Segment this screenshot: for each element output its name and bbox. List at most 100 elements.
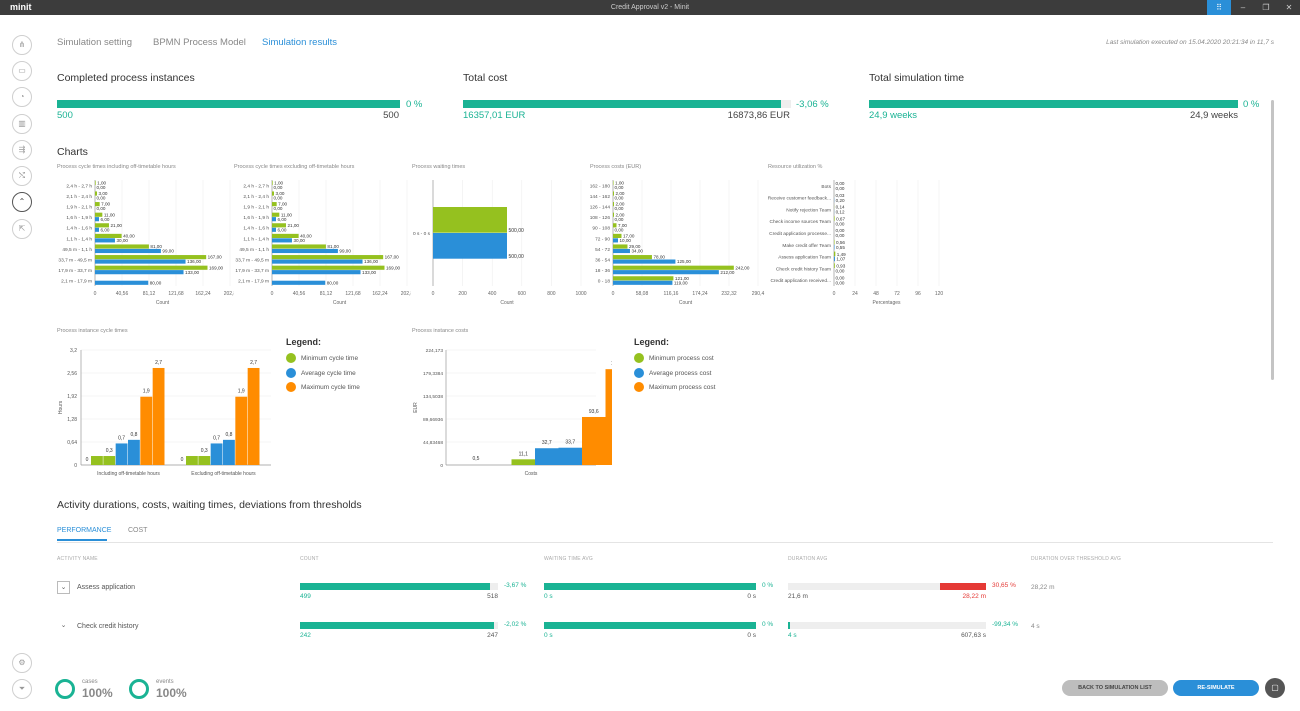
bar (95, 238, 115, 243)
bar (95, 212, 103, 217)
bar (834, 263, 835, 269)
active-tab-indicator (57, 539, 107, 541)
gear-icon[interactable]: ⚙ (12, 653, 32, 673)
data-label: 0,67 (836, 216, 845, 221)
tab-simulation-results[interactable]: Simulation results (262, 37, 337, 48)
kpi-right: 16873,86 EUR (727, 110, 790, 121)
shuffle-icon[interactable]: ⤭ (12, 166, 32, 186)
kpi-title: Total cost (463, 72, 508, 84)
bar (95, 227, 99, 232)
events-value: 100% (156, 686, 187, 700)
data-label: 29,00 (629, 244, 641, 249)
tick-label: 1000 (575, 291, 586, 297)
instance-costs-chart: 0 44,83468 89,66936 134,5038 179,3384 224,173… (413, 348, 612, 477)
tick-label: 232,32 (721, 291, 737, 297)
grid-icon[interactable]: ⠿ (1207, 0, 1231, 15)
data-label: 500,00 (509, 254, 525, 260)
bar-chart-icon[interactable]: ▥ (12, 114, 32, 134)
category-label: 17,9 m - 33,7 m (58, 268, 92, 274)
data-label: 167,00 (385, 255, 399, 260)
chart-title: Process waiting times (412, 164, 466, 170)
tick-label: 202,8 (401, 291, 411, 297)
metric-right: 28,22 m (962, 593, 987, 600)
kpi-bar (463, 100, 791, 108)
window-titlebar: minit Credit Approval v2 - Minit ⠿ – ❐ ✕ (0, 0, 1300, 15)
data-label: 0,56 (836, 240, 845, 245)
tick-label: 24 (852, 291, 858, 297)
category-label: Make credit offer Team (782, 243, 831, 249)
chevron-down-icon[interactable]: ⌄ (60, 622, 67, 629)
bar (95, 217, 99, 222)
data-label: 33,7 (565, 440, 575, 446)
tick-label: 48 (873, 291, 879, 297)
tick-label: 1,28 (67, 417, 77, 423)
close-button[interactable]: ✕ (1285, 3, 1293, 12)
tab-bpmn-process-model[interactable]: BPMN Process Model (153, 37, 246, 48)
bar (582, 416, 606, 465)
export-icon[interactable]: ⇱ (12, 219, 32, 239)
tab-cost[interactable]: COST (128, 527, 148, 534)
maximize-button[interactable]: ❐ (1262, 3, 1270, 12)
category-label: 2,1 h - 2,4 h (66, 194, 92, 200)
resource-utilization-chart: 0 24 48 72 96 120PercentagesBots0,000,00Recei… (768, 180, 943, 306)
data-label: 34,00 (631, 249, 643, 254)
category-label: 126 - 144 (590, 205, 611, 211)
axis-label: Count (333, 300, 347, 306)
monitor-icon[interactable]: ▭ (12, 61, 32, 81)
activity-name: Assess application (77, 584, 135, 591)
process-map-icon[interactable]: ⋔ (12, 35, 32, 55)
bar (433, 233, 507, 259)
last-simulation-info: Last simulation executed on 15.04.2020 2… (1106, 39, 1274, 46)
minimize-button[interactable]: – (1240, 3, 1246, 12)
bar (272, 238, 292, 243)
scrollbar[interactable] (1271, 100, 1274, 380)
column-header: WAITING TIME AVG (544, 556, 593, 562)
chat-icon[interactable]: ▢ (1265, 678, 1285, 698)
tick-label: 174,24 (692, 291, 708, 297)
kpi-left: 24,9 weeks (869, 110, 918, 121)
metric-left: 0 s (544, 593, 553, 600)
bar (103, 456, 116, 465)
category-label: 1,1 h - 1,4 h (66, 236, 92, 242)
data-label: 0,7 (213, 435, 220, 441)
filter-icon[interactable]: ⏷ (12, 679, 32, 699)
bar (95, 265, 208, 270)
data-label: 0,00 (836, 268, 845, 273)
category-label: 144 - 162 (590, 194, 611, 200)
data-label: 2,00 (615, 191, 624, 196)
bar (272, 212, 280, 217)
simulation-icon[interactable]: ⌃ (12, 192, 32, 212)
metric-bar (300, 622, 498, 629)
bar (95, 270, 184, 275)
tab-performance[interactable]: PERFORMANCE (57, 527, 112, 534)
flow-icon[interactable]: ⇶ (12, 140, 32, 160)
window-title: Credit Approval v2 - Minit (610, 4, 690, 11)
chevron-down-icon[interactable]: ⌄ (57, 581, 70, 594)
data-label: 6,00 (277, 217, 286, 222)
data-label: 3,00 (275, 191, 284, 196)
metric-pct: -3,67 % (504, 582, 527, 589)
bar (95, 244, 149, 249)
data-label: 169,00 (209, 265, 223, 270)
re-simulate-button[interactable]: RE-SIMULATE (1173, 680, 1259, 696)
tick-label: 81,12 (320, 291, 333, 297)
bar (272, 248, 338, 254)
bar (95, 255, 207, 260)
chart-title: Resource utilization % (768, 164, 823, 170)
pie-chart-icon[interactable]: ◔ (12, 87, 32, 107)
back-to-simulation-list-button[interactable]: BACK TO SIMULATION LIST (1062, 680, 1168, 696)
tab-simulation-setting[interactable]: Simulation setting (57, 37, 132, 48)
tick-label: 1,92 (67, 394, 77, 400)
bar (272, 265, 385, 270)
category-label: 1,9 h - 2,1 h (66, 205, 92, 211)
data-label: 0,00 (836, 186, 845, 191)
column-header: DURATION OVER THRESHOLD AVG (1031, 556, 1122, 562)
bar (272, 227, 276, 232)
data-label: 0,93 (836, 264, 845, 269)
bar (605, 369, 612, 465)
tick-label: 0 (833, 291, 836, 297)
data-label: 133,00 (185, 270, 199, 275)
tick-label: 0 (440, 463, 443, 469)
data-label: 0,3 (201, 448, 208, 454)
bar (272, 180, 273, 185)
